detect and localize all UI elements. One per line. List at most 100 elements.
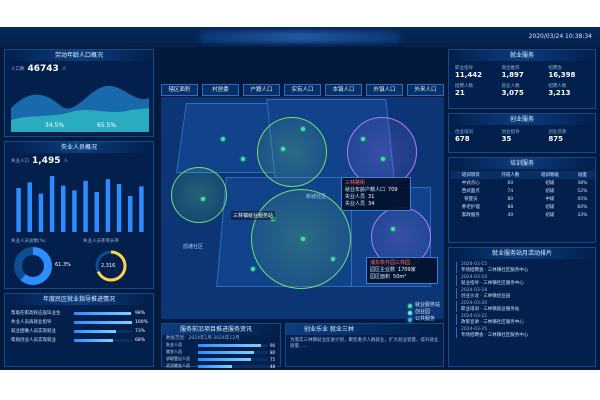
timeline-item[interactable]: 2024-03-15 专场招聘会 · 三林镇社区服务中心	[456, 262, 591, 273]
map-label-center: 三林镇就业服务站	[231, 211, 276, 220]
employment-stat-value: 3,075	[501, 89, 524, 97]
timeline-date: 2024-03-22	[461, 314, 488, 319]
timeline-date: 2024-03-18	[461, 288, 488, 293]
startup-stat-label: 创业贷款	[548, 130, 567, 135]
map-pin[interactable]	[361, 137, 365, 141]
timeline-item[interactable]: 2024-03-18 创业沙龙 · 三林镇创业园	[456, 288, 591, 299]
legend-startup-label: 创业园	[415, 309, 431, 315]
map-pin[interactable]	[221, 137, 225, 141]
service-bar-track	[198, 364, 268, 368]
popup2-l1: 园区企业数	[370, 267, 396, 273]
startup-stat: 创业指导 35	[500, 128, 545, 144]
popup1-v2: 31	[368, 194, 375, 200]
popup1-l3: 失业人员	[345, 201, 366, 207]
guidance-row-label: 帮助创业人员实现就业	[11, 338, 56, 343]
map-pin[interactable]	[251, 267, 255, 271]
ring-value: 2,316	[101, 263, 116, 269]
tab-registered[interactable]: 户籍人口	[243, 84, 280, 96]
employment-stat-value: 1,897	[501, 71, 524, 79]
population-value: 46743	[27, 64, 59, 74]
employment-stat-label: 职业指导	[455, 66, 473, 71]
map-pin[interactable]	[241, 157, 245, 161]
service-bar-track	[198, 350, 268, 354]
training-cell: 74	[507, 188, 514, 194]
service-bar-fill	[198, 350, 254, 354]
popup2-l2: 园区面积	[370, 274, 391, 280]
training-row[interactable]: 家政服务 40 初级 33%	[451, 211, 595, 219]
training-row[interactable]: 中式点心 60 初级 38%	[451, 179, 595, 187]
timeline-item[interactable]: 2024-03-25 专场招聘会 · 三林镇社区服务中心	[456, 327, 591, 338]
map-pin[interactable]	[281, 147, 285, 151]
tab-migrant[interactable]: 外来人口	[407, 84, 444, 96]
popup1-l2: 失业人员	[345, 194, 366, 200]
population-unit: 人	[61, 67, 67, 72]
guidance-row-label: 就业困难人员实现就业	[11, 329, 56, 334]
tab-other-town[interactable]: 外镇人口	[366, 84, 403, 96]
training-header: 开班人数	[490, 171, 531, 179]
top-bar: 2020/03/24 10:38:34	[0, 27, 600, 47]
startup-news-text: 为落实三林镇就业促进计划，聚焦重点人群就业，扩大就业容量，提升就业质量……	[290, 338, 439, 349]
unemployed-bar	[61, 185, 66, 232]
training-row[interactable]: 育婴员 80 中级 45%	[451, 195, 595, 203]
map-pin[interactable]	[381, 157, 385, 161]
guidance-row: 帮助创业人员实现就业 68%	[11, 337, 149, 344]
legend-startup-icon	[408, 310, 412, 315]
map-pin[interactable]	[271, 217, 275, 221]
employment-stat: 招聘人数 21	[453, 82, 498, 98]
timeline-item[interactable]: 2024-03-22 政策宣讲 · 三林镇社区服务中心	[456, 314, 591, 325]
service-bar-track	[198, 357, 268, 361]
guidance-title: 年度民区就业指导推进情况	[5, 294, 153, 305]
unemployed-title: 失业人员概况	[5, 142, 153, 153]
district-map[interactable]: 三林路街 就业年龄户籍人口 709 失业人员 31 失业人员 34 浦东软件园三林园 …	[161, 97, 444, 319]
guidance-row-label: 帮助在职高校应届毕业生	[11, 311, 61, 316]
training-cell: 52%	[577, 188, 588, 194]
training-cell: 60%	[577, 204, 588, 210]
training-header: 培训项目	[451, 171, 491, 179]
map-pin[interactable]	[201, 197, 205, 201]
service-bar-label: 失业人员	[166, 342, 182, 347]
guidance-panel: 年度民区就业指导推进情况 帮助在职高校应届毕业生 98% 失业人员再就业指导 100%…	[4, 293, 154, 367]
tab-village[interactable]: 村居委	[202, 84, 239, 96]
service-progress-sub: 数据范围：2024年1月-2024年12月	[166, 336, 240, 341]
timeline-item[interactable]: 2024-03-16 就业指导 · 三林镇社区服务中心	[456, 275, 591, 286]
map-pin[interactable]	[391, 227, 395, 231]
map-legend-box: 就业服务站 创业园 公共服务	[408, 302, 440, 323]
map-pin[interactable]	[301, 237, 305, 241]
population-label: 人口数	[11, 67, 25, 72]
startup-news-title: 创业乐业 就业三林	[286, 324, 443, 335]
tab-area[interactable]: 辖区面积	[161, 84, 198, 96]
tab-local[interactable]: 本镇人口	[325, 84, 362, 96]
popup1-v1: 709	[388, 187, 398, 193]
coverage-circle-1[interactable]	[257, 117, 327, 187]
map-pin[interactable]	[331, 257, 335, 261]
service-bar-row: 求职登记人员 75	[166, 356, 278, 362]
timeline-item[interactable]: 2024-03-20 职业培训 · 三林镇就业服务站	[456, 301, 591, 312]
startup-stat-label: 创业指导	[501, 130, 520, 135]
training-row[interactable]: 西式面点 74 初级 52%	[451, 187, 595, 195]
population-pct-a: 34.5%	[45, 122, 65, 129]
service-bar-value: 48	[270, 363, 276, 369]
employment-stat-label: 招聘会	[548, 66, 562, 71]
map-popup-softwarepark: 浦东软件园三林园 园区企业数 1709家 园区面积 50m²	[366, 257, 438, 284]
coverage-circle-4[interactable]	[171, 167, 227, 223]
guidance-row-fill	[74, 338, 114, 342]
unemployed-bar	[139, 186, 144, 232]
training-cell: 初级	[545, 213, 555, 218]
map-tab-bar: 辖区面积 村居委 户籍人口 实有人口 本镇人口 外镇人口 外来人口	[161, 84, 444, 96]
map-pin[interactable]	[301, 127, 305, 131]
training-row[interactable]: 养老护理 88 初级 60%	[451, 203, 595, 211]
startup-stat-value: 678	[455, 135, 470, 143]
employment-service-title: 就业服务	[449, 50, 595, 61]
activity-timeline-title: 就业服务站月活动排片	[449, 248, 595, 259]
legend-public-icon	[408, 317, 412, 322]
guidance-row-pct: 98%	[135, 310, 146, 316]
unemployed-bar	[116, 184, 122, 232]
service-bar-row: 就业人员 80	[166, 349, 278, 355]
employment-stat-value: 21	[455, 89, 465, 97]
unemployed-bar	[38, 193, 44, 232]
legend-station-icon	[408, 303, 412, 308]
timeline-text: 职业培训 · 三林镇就业服务站	[461, 307, 520, 312]
employment-stat-label: 岗位推荐	[501, 66, 520, 71]
tab-actual[interactable]: 实有人口	[284, 84, 321, 96]
timeline-text: 政策宣讲 · 三林镇社区服务中心	[461, 320, 524, 325]
